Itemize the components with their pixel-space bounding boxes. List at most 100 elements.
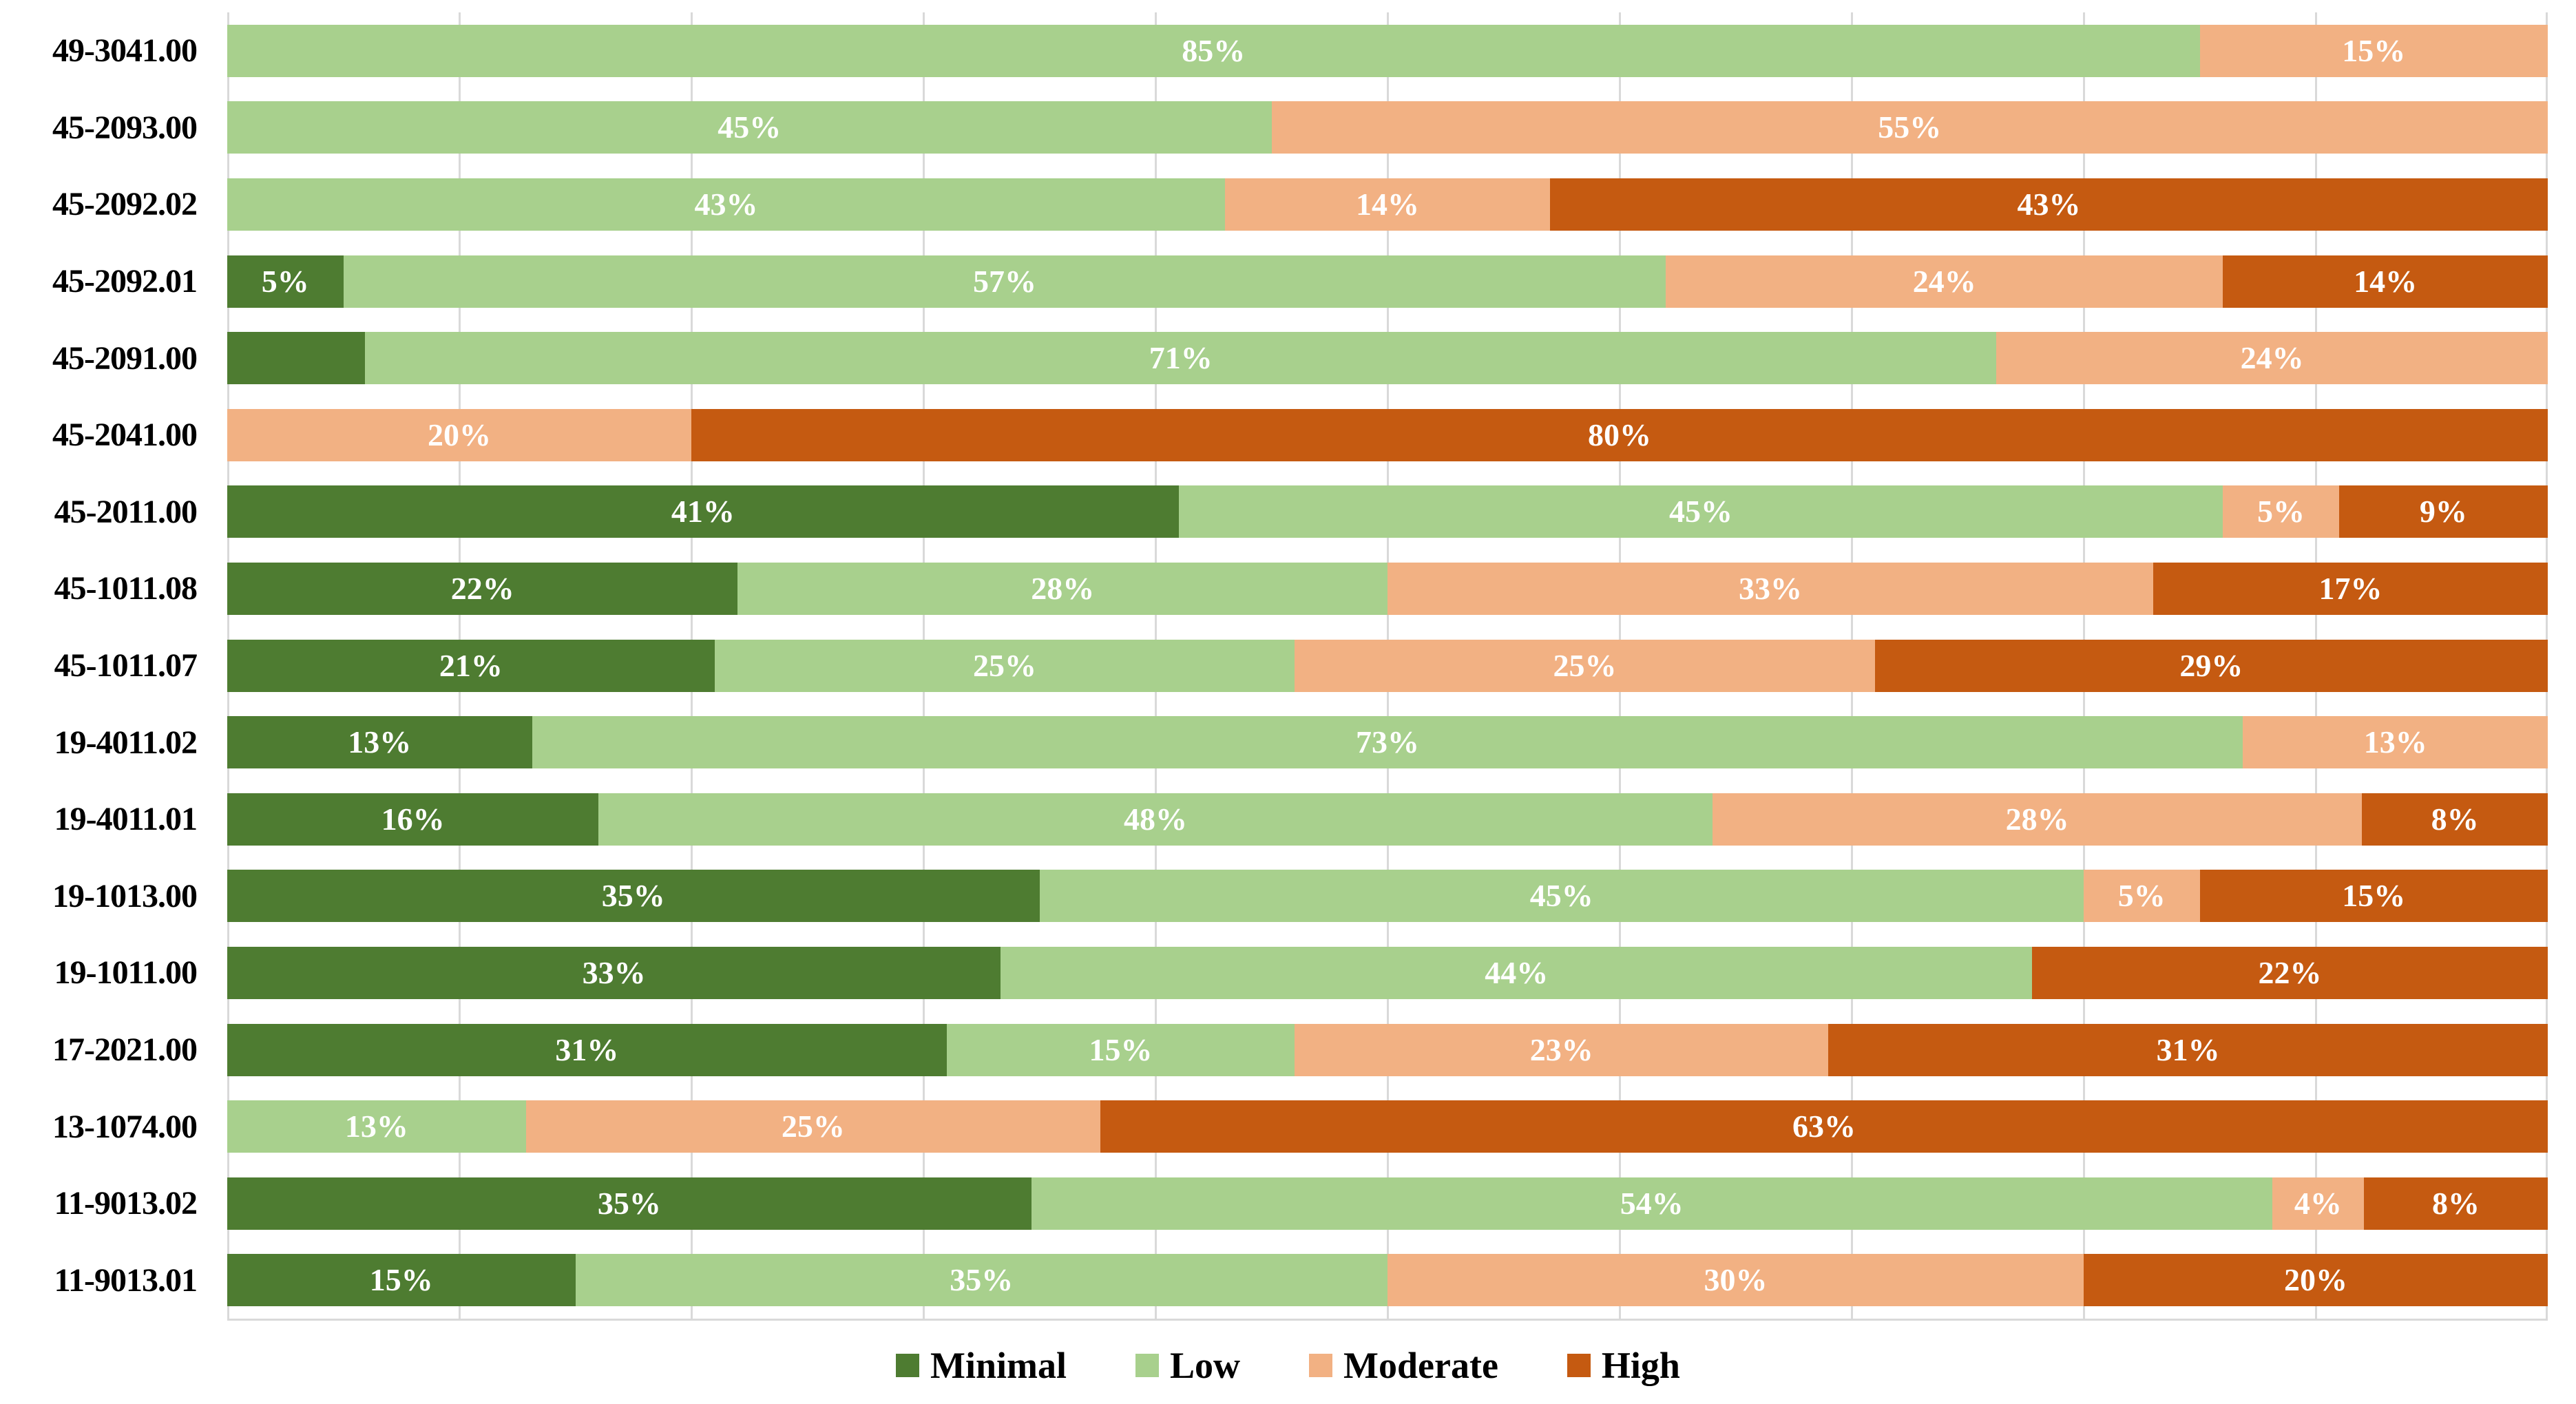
bar-segment-minimal: 35% bbox=[227, 870, 1040, 923]
legend: Minimal Low Moderate High bbox=[0, 1334, 2576, 1396]
chart-row: 45-2091.00 71% 24% bbox=[0, 319, 2548, 397]
data-label: 8% bbox=[2432, 1185, 2480, 1221]
data-label: 20% bbox=[2284, 1262, 2347, 1298]
category-label: 45-2011.00 bbox=[54, 493, 198, 530]
bar-segment-high: 43% bbox=[1549, 178, 2548, 231]
bar-segment-high: 8% bbox=[2362, 793, 2548, 846]
bar-segment-moderate: 15% bbox=[2199, 24, 2548, 77]
data-label: 54% bbox=[1620, 1185, 1684, 1221]
bar-segment-minimal: 41% bbox=[227, 485, 1179, 538]
bar-segment-low: 15% bbox=[946, 1023, 1295, 1076]
data-label: 15% bbox=[1089, 1031, 1153, 1067]
data-label: 35% bbox=[601, 878, 665, 914]
data-label: 24% bbox=[2240, 340, 2304, 376]
data-label: 43% bbox=[2017, 186, 2081, 222]
bar-segment-minimal: 35% bbox=[227, 1177, 1032, 1230]
bar-track: 5% 57% 24% 14% bbox=[227, 243, 2548, 320]
data-label: 24% bbox=[1912, 263, 1976, 299]
stacked-bar: 35% 54% 4% 8% bbox=[227, 1177, 2548, 1230]
legend-item-low: Low bbox=[1135, 1347, 1240, 1384]
category-label: 17-2021.00 bbox=[52, 1031, 198, 1069]
stacked-bar: 20% 80% bbox=[227, 408, 2548, 461]
bar-segment-minimal: 21% bbox=[227, 639, 715, 692]
data-label: 13% bbox=[348, 724, 412, 760]
bar-segment-minimal: 31% bbox=[227, 1023, 947, 1076]
bar-track: 33% 44% 22% bbox=[227, 934, 2548, 1012]
category-label: 45-1011.07 bbox=[54, 647, 198, 684]
bar-segment-minimal: 33% bbox=[227, 946, 1001, 999]
data-label: 16% bbox=[381, 801, 445, 837]
data-label: 22% bbox=[450, 570, 514, 606]
data-label: 15% bbox=[2342, 32, 2406, 68]
category-label: 45-2092.02 bbox=[52, 186, 198, 223]
bar-segment-moderate: 28% bbox=[1712, 793, 2363, 846]
data-label: 15% bbox=[2342, 878, 2406, 914]
data-label: 17% bbox=[2318, 570, 2383, 606]
bar-segment-low: 43% bbox=[227, 178, 1226, 231]
legend-label-moderate: Moderate bbox=[1343, 1345, 1498, 1386]
bar-segment-low: 71% bbox=[365, 332, 1997, 385]
legend-item-moderate: Moderate bbox=[1309, 1347, 1498, 1384]
bar-segment-low: 73% bbox=[532, 716, 2243, 769]
data-label: 35% bbox=[950, 1262, 1014, 1298]
data-label: 41% bbox=[671, 494, 735, 530]
chart-row: 19-1013.00 35% 45% 5% 15% bbox=[0, 858, 2548, 935]
stacked-bar: 5% 57% 24% 14% bbox=[227, 255, 2548, 308]
data-label: 63% bbox=[1792, 1109, 1856, 1144]
bar-track: 45% 55% bbox=[227, 90, 2548, 167]
data-label: 45% bbox=[1668, 494, 1732, 530]
data-label: 4% bbox=[2294, 1185, 2342, 1221]
bar-track: 13% 25% 63% bbox=[227, 1088, 2548, 1165]
chart-row: 11-9013.02 35% 54% 4% 8% bbox=[0, 1165, 2548, 1242]
bar-segment-high: 9% bbox=[2338, 485, 2548, 538]
bar-segment-minimal bbox=[227, 332, 366, 385]
chart-row: 13-1074.00 13% 25% 63% bbox=[0, 1088, 2548, 1165]
bar-segment-low: 45% bbox=[1039, 870, 2084, 923]
bar-segment-moderate: 24% bbox=[1666, 255, 2223, 308]
category-label: 45-2091.00 bbox=[52, 339, 198, 377]
stacked-bar: 13% 73% 13% bbox=[227, 716, 2548, 769]
data-label: 45% bbox=[1529, 878, 1593, 914]
stacked-bar: 15% 35% 30% 20% bbox=[227, 1254, 2548, 1307]
data-label: 44% bbox=[1485, 954, 1549, 990]
moderate-swatch-icon bbox=[1309, 1354, 1333, 1377]
bar-track: 31% 15% 23% 31% bbox=[227, 1012, 2548, 1089]
category-label: 45-1011.08 bbox=[54, 570, 198, 607]
low-swatch-icon bbox=[1135, 1354, 1160, 1377]
bar-track: 35% 54% 4% 8% bbox=[227, 1165, 2548, 1242]
bar-segment-moderate: 25% bbox=[525, 1100, 1100, 1153]
category-label: 45-2041.00 bbox=[52, 417, 198, 454]
chart-row: 49-3041.00 85% 15% bbox=[0, 12, 2548, 90]
bar-segment-moderate: 24% bbox=[1996, 332, 2548, 385]
bar-segment-low: 85% bbox=[227, 24, 2200, 77]
data-label: 30% bbox=[1704, 1262, 1768, 1298]
data-label: 29% bbox=[2179, 647, 2243, 683]
bar-segment-low: 54% bbox=[1031, 1177, 2272, 1230]
data-label: 45% bbox=[718, 109, 782, 145]
chart-row: 45-2041.00 20% 80% bbox=[0, 397, 2548, 474]
bar-track: 21% 25% 25% 29% bbox=[227, 627, 2548, 704]
stacked-bar: 31% 15% 23% 31% bbox=[227, 1023, 2548, 1076]
data-label: 31% bbox=[2156, 1031, 2220, 1067]
stacked-bar: 43% 14% 43% bbox=[227, 178, 2548, 231]
bar-segment-high: 17% bbox=[2153, 562, 2548, 615]
stacked-bar: 41% 45% 5% 9% bbox=[227, 485, 2548, 538]
chart-row: 45-2092.01 5% 57% 24% 14% bbox=[0, 243, 2548, 320]
data-label: 31% bbox=[555, 1031, 619, 1067]
bar-segment-high: 14% bbox=[2223, 255, 2548, 308]
legend-item-minimal: Minimal bbox=[896, 1347, 1067, 1384]
data-label: 25% bbox=[1553, 647, 1617, 683]
bar-segment-moderate: 20% bbox=[227, 408, 691, 461]
bar-segment-minimal: 15% bbox=[227, 1254, 576, 1307]
bar-track: 35% 45% 5% 15% bbox=[227, 858, 2548, 935]
bar-segment-moderate: 14% bbox=[1225, 178, 1550, 231]
data-label: 9% bbox=[2419, 494, 2467, 530]
data-label: 5% bbox=[2117, 878, 2166, 914]
data-label: 57% bbox=[972, 263, 1036, 299]
bar-segment-low: 28% bbox=[737, 562, 1388, 615]
stacked-bar: 71% 24% bbox=[227, 332, 2548, 385]
data-label: 22% bbox=[2258, 954, 2322, 990]
chart-row: 45-2093.00 45% 55% bbox=[0, 90, 2548, 167]
bar-segment-low: 57% bbox=[343, 255, 1666, 308]
category-label: 13-1074.00 bbox=[52, 1108, 198, 1145]
